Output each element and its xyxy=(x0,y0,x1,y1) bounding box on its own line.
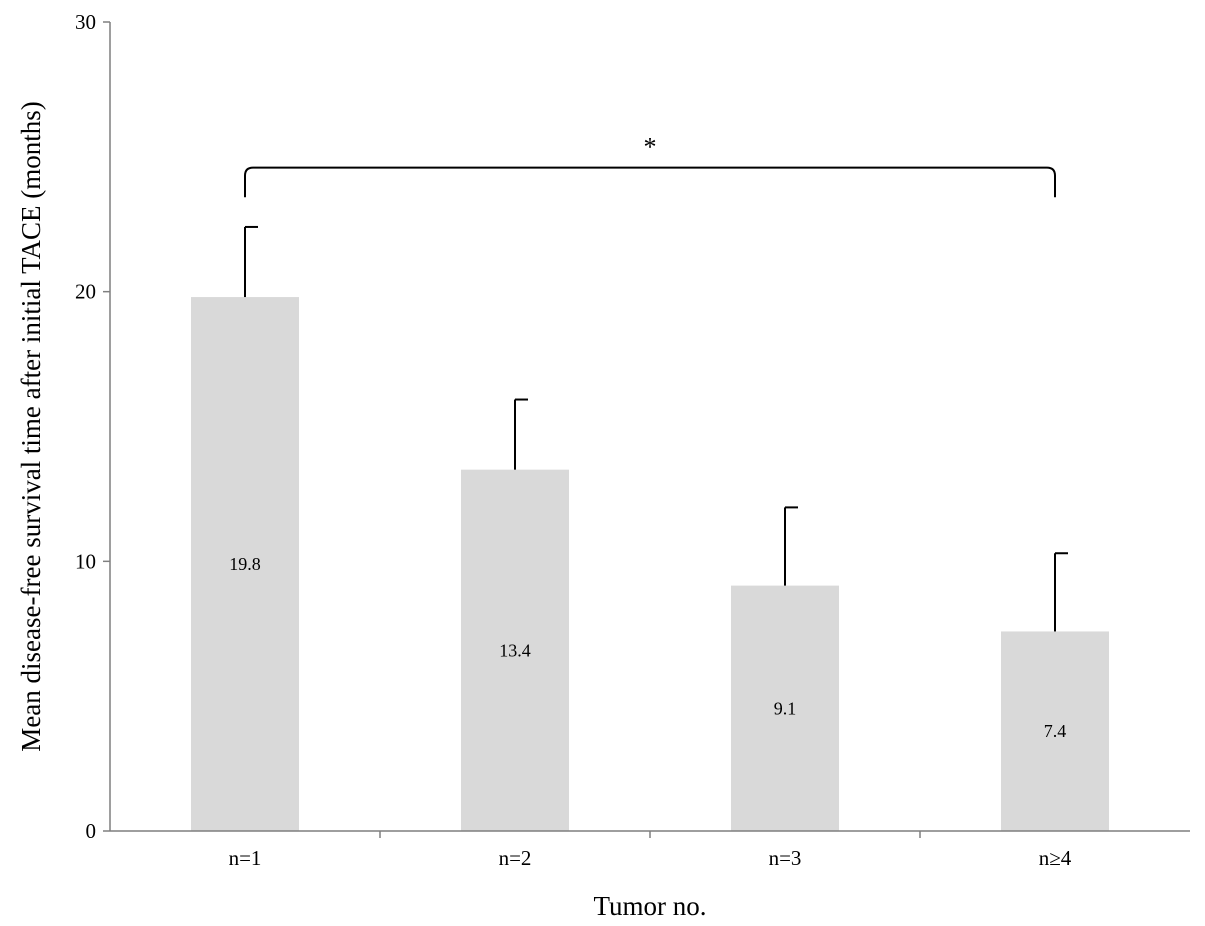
bar-1 xyxy=(461,469,569,831)
bars-group xyxy=(191,297,1109,831)
data-label-1: 13.4 xyxy=(499,640,531,660)
data-label-0: 19.8 xyxy=(229,554,261,574)
x-tick-label-3: n≥4 xyxy=(1039,846,1072,870)
y-tick-label-2: 20 xyxy=(75,280,96,304)
x-tick-label-0: n=1 xyxy=(229,846,262,870)
x-ticks-group: n=1 n=2 n=3 n≥4 xyxy=(229,831,1072,870)
y-axis-title: Mean disease-free survival time after in… xyxy=(16,101,46,751)
bar-0 xyxy=(191,297,299,831)
data-labels-group: 19.8 13.4 9.1 7.4 xyxy=(229,554,1066,741)
significance-label-0: * xyxy=(644,133,657,162)
significance-group: * xyxy=(244,133,1056,198)
y-tick-label-1: 10 xyxy=(75,549,96,573)
bar-2 xyxy=(731,585,839,831)
y-ticks-group: 0 10 20 30 xyxy=(75,10,110,843)
x-axis-title: Tumor no. xyxy=(593,891,706,921)
bar-3 xyxy=(1001,631,1109,831)
y-tick-label-0: 0 xyxy=(86,819,97,843)
significance-bracket-0 xyxy=(244,166,1056,198)
x-tick-label-2: n=3 xyxy=(769,846,802,870)
error-bars-group xyxy=(244,225,1068,632)
y-tick-label-3: 30 xyxy=(75,10,96,34)
data-label-2: 9.1 xyxy=(774,698,797,718)
x-tick-label-1: n=2 xyxy=(499,846,532,870)
data-label-3: 7.4 xyxy=(1044,721,1067,741)
